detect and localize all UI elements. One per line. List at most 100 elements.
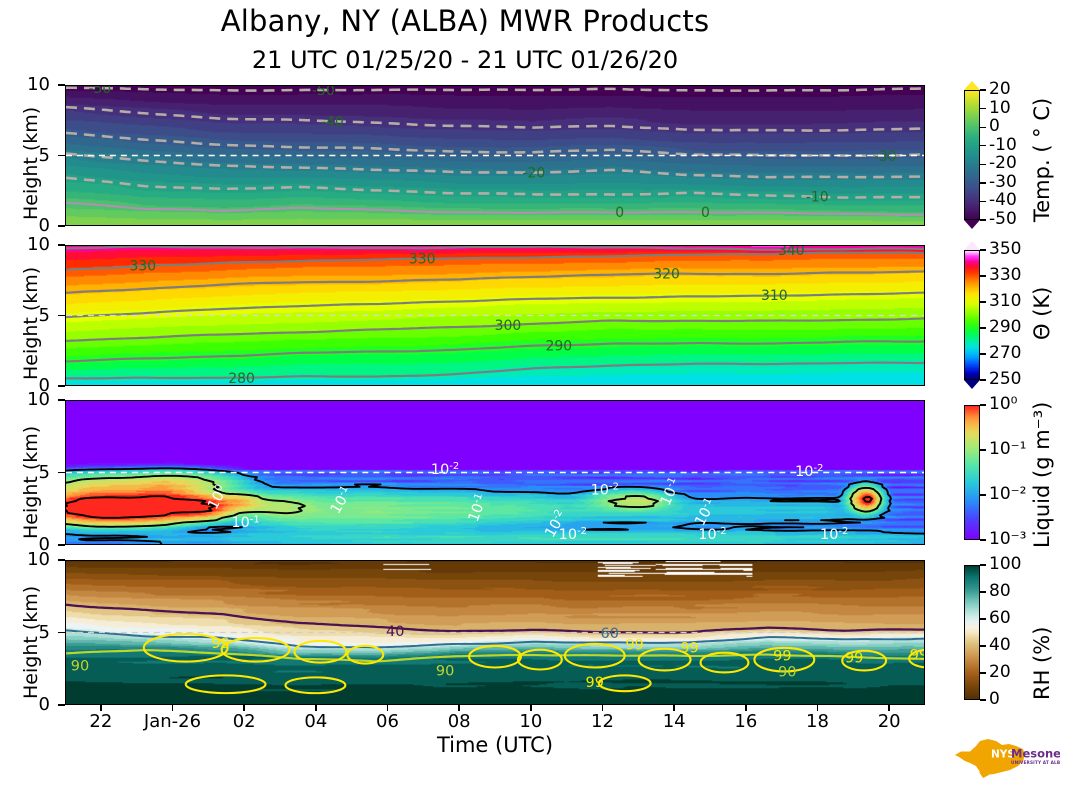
colorbar-tick-rh-1: 80 <box>989 581 1011 601</box>
svg-text:99: 99 <box>773 649 791 665</box>
colorbar-cap-bottom-theta <box>964 380 980 389</box>
y-tick-rh-0: 0 <box>38 694 50 715</box>
y-tick-rh-5: 5 <box>38 621 50 643</box>
y-tickmark <box>58 225 65 227</box>
colorbar-cap-top-theta <box>964 241 980 250</box>
colorbar-gradient-temp <box>964 90 980 220</box>
colorbar-tickmark <box>980 591 986 593</box>
colorbar-tickmark <box>980 645 986 647</box>
svg-text:-50: -50 <box>312 86 335 99</box>
colorbar-tick-theta-2: 310 <box>989 291 1022 311</box>
colorbar-title-theta: Θ (K) <box>1030 286 1054 340</box>
colorbar-cap-bottom-temp <box>964 220 980 229</box>
svg-text:10-2: 10-2 <box>795 463 823 480</box>
x-tickmark <box>530 705 532 711</box>
svg-text:10-1: 10-1 <box>464 492 490 524</box>
svg-text:10-2: 10-2 <box>559 526 587 543</box>
logo-mesonet-text: Mesonet <box>1011 747 1060 761</box>
colorbar-tickmark <box>980 494 986 496</box>
y-tick-liquid-0: 0 <box>38 534 50 555</box>
colorbar-tick-liquid-0: 10⁰ <box>989 394 1018 414</box>
colorbar-tick-temp-2: 0 <box>989 116 1000 137</box>
panel-theta: 280 290 300 310 320 330 330 340 <box>65 245 925 386</box>
x-tickmark <box>888 705 890 711</box>
svg-text:60: 60 <box>601 626 619 642</box>
colorbar-title-liquid: Liquid (g m⁻³) <box>1030 401 1054 548</box>
y-tickmark <box>58 559 65 561</box>
colorbar-tickmark <box>980 618 986 620</box>
colorbar-tick-rh-4: 20 <box>989 662 1011 682</box>
colorbar-tickmark <box>980 182 986 184</box>
colorbar-tickmark <box>980 404 986 406</box>
panel-rh: 40609090909099999999999999 <box>65 560 925 705</box>
colorbar-tick-liquid-2: 10⁻² <box>989 484 1027 504</box>
colorbar-tick-temp-0: 20 <box>989 79 1011 99</box>
y-tickmark <box>58 544 65 546</box>
svg-text:99: 99 <box>586 675 604 691</box>
y-tickmark <box>58 314 65 317</box>
colorbar-tick-theta-3: 290 <box>989 317 1022 337</box>
nys-mesonet-logo: NYS Mesonet UNIVERSITY AT ALBANY <box>955 739 1060 778</box>
panel-liquid: 10-2 10-2 10-2 10-1 10-1 10-1 10-2 10-2 10-2 10-2… <box>65 400 925 545</box>
colorbar-tickmark <box>980 699 986 701</box>
colorbar-tickmark <box>980 107 986 110</box>
y-tick-temp-0: 0 <box>38 215 50 236</box>
colorbar-tickmark <box>980 145 986 147</box>
x-tickmark <box>100 705 102 711</box>
colorbar-tick-rh-0: 100 <box>989 554 1022 574</box>
x-tickmark <box>315 705 317 711</box>
svg-text:10-2: 10-2 <box>820 526 848 543</box>
y-tickmark <box>58 385 65 387</box>
panel-temperature: 0 0 -10 -20 -30 -40 -50 -50 <box>65 85 925 226</box>
svg-text:290: 290 <box>546 339 573 355</box>
y-tickmark <box>58 471 65 474</box>
x-tick-7: 12 <box>591 711 614 732</box>
colorbar-tick-theta-4: 270 <box>989 343 1022 363</box>
svg-text:90: 90 <box>436 663 454 679</box>
x-tickmark <box>386 705 389 711</box>
colorbar-tickmark <box>980 219 986 221</box>
x-tickmark <box>673 705 675 711</box>
colorbar-tickmark <box>980 89 986 91</box>
x-tick-2: 02 <box>232 711 256 732</box>
x-axis-label: Time (UTC) <box>436 733 554 757</box>
colorbar-tickmark <box>980 449 986 451</box>
y-tickmark <box>58 631 65 634</box>
colorbar-tickmark <box>980 327 986 329</box>
colorbar-tick-liquid-3: 10⁻³ <box>989 529 1027 549</box>
y-tick-theta-0: 0 <box>38 375 50 396</box>
colorbar-tick-temp-6: -40 <box>989 190 1017 211</box>
y-tickmark <box>58 704 65 706</box>
svg-text:10-2: 10-2 <box>541 507 570 540</box>
x-tick-0: 22 <box>89 711 113 732</box>
colorbar-tick-temp-3: -10 <box>989 134 1017 155</box>
liquid-contours: 10-210-210-210-110-110-110-2 10-2 10-210-2… <box>66 461 924 544</box>
colorbar-tickmark <box>980 564 986 566</box>
x-tick-5: 08 <box>447 711 471 732</box>
colorbar-tickmark <box>980 539 986 541</box>
x-tick-3: 04 <box>304 711 328 732</box>
svg-text:10-2: 10-2 <box>698 526 726 543</box>
colorbar-tick-temp-4: -20 <box>989 153 1017 174</box>
page-subtitle: 21 UTC 01/25/20 - 21 UTC 01/26/20 <box>251 46 679 74</box>
logo-university-text: UNIVERSITY AT ALBANY <box>1011 760 1060 766</box>
x-tick-11: 20 <box>877 711 901 732</box>
x-tickmark <box>171 705 174 711</box>
temperature-contours: 0 0-10-20-30-40-50 -50 <box>66 86 924 221</box>
colorbar-tickmark <box>980 200 986 203</box>
x-tick-6: 10 <box>519 711 543 732</box>
svg-text:90: 90 <box>71 659 89 675</box>
colorbar-tick-theta-0: 350 <box>989 239 1022 259</box>
y-tick-theta-10: 10 <box>27 234 50 255</box>
x-tickmark <box>745 705 747 711</box>
colorbar-tickmark <box>980 126 986 128</box>
logo-nys-text: NYS <box>991 749 1015 761</box>
svg-text:10-1: 10-1 <box>327 484 356 517</box>
colorbar-tickmark <box>980 163 986 165</box>
colorbar-tickmark <box>980 379 986 381</box>
y-tick-rh-10: 10 <box>27 549 50 570</box>
colorbar-tick-temp-7: -50 <box>989 209 1017 229</box>
colorbar-tickmark <box>980 672 986 674</box>
